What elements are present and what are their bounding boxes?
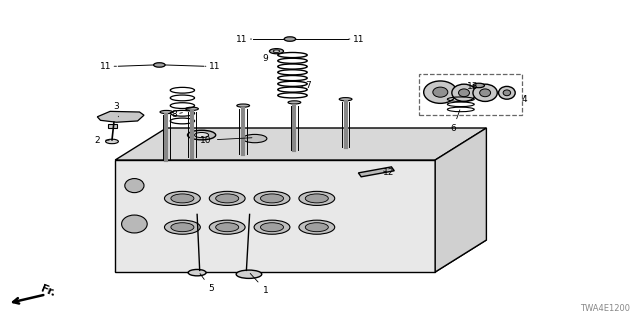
Ellipse shape	[209, 191, 245, 205]
Ellipse shape	[458, 89, 470, 97]
Ellipse shape	[254, 220, 290, 234]
Polygon shape	[115, 128, 486, 160]
Ellipse shape	[186, 107, 198, 110]
Text: 12: 12	[383, 168, 395, 177]
Text: 10: 10	[200, 136, 252, 145]
Ellipse shape	[305, 194, 328, 203]
Ellipse shape	[260, 223, 284, 232]
Text: 2: 2	[95, 136, 109, 145]
Text: 11: 11	[349, 35, 364, 44]
Ellipse shape	[171, 223, 194, 232]
Ellipse shape	[503, 90, 511, 96]
Ellipse shape	[195, 132, 209, 138]
Text: 1: 1	[250, 273, 268, 295]
Ellipse shape	[473, 84, 497, 101]
Ellipse shape	[154, 63, 165, 67]
Text: 3: 3	[114, 102, 119, 117]
Ellipse shape	[479, 89, 491, 97]
Ellipse shape	[305, 223, 328, 232]
Ellipse shape	[269, 49, 284, 54]
Ellipse shape	[216, 194, 239, 203]
Ellipse shape	[299, 220, 335, 234]
Ellipse shape	[160, 110, 173, 114]
Ellipse shape	[209, 220, 245, 234]
Text: 9: 9	[263, 53, 274, 63]
Text: 11: 11	[236, 35, 252, 44]
Polygon shape	[97, 111, 144, 122]
Polygon shape	[358, 167, 394, 177]
Ellipse shape	[433, 87, 448, 97]
Text: TWA4E1200: TWA4E1200	[580, 304, 630, 313]
Ellipse shape	[288, 101, 301, 104]
Text: 4: 4	[522, 95, 527, 104]
Text: 13: 13	[467, 82, 478, 91]
Ellipse shape	[237, 104, 250, 107]
Ellipse shape	[499, 86, 515, 99]
Ellipse shape	[164, 191, 200, 205]
Ellipse shape	[339, 98, 352, 101]
Ellipse shape	[188, 269, 206, 276]
Ellipse shape	[125, 179, 144, 193]
Ellipse shape	[284, 37, 296, 41]
Ellipse shape	[216, 223, 239, 232]
Text: 5: 5	[200, 274, 214, 293]
Ellipse shape	[243, 134, 267, 143]
Polygon shape	[115, 240, 486, 272]
Ellipse shape	[273, 50, 280, 52]
Text: 11: 11	[100, 62, 116, 71]
Text: 8: 8	[172, 110, 182, 119]
Ellipse shape	[164, 220, 200, 234]
Polygon shape	[115, 160, 435, 272]
Ellipse shape	[452, 84, 476, 101]
Text: 7: 7	[301, 81, 311, 90]
Text: Fr.: Fr.	[40, 284, 57, 298]
Ellipse shape	[424, 81, 457, 103]
Ellipse shape	[254, 191, 290, 205]
Ellipse shape	[473, 83, 484, 88]
Text: 11: 11	[205, 62, 220, 71]
Ellipse shape	[236, 270, 262, 278]
Polygon shape	[435, 128, 486, 272]
Ellipse shape	[171, 194, 194, 203]
Ellipse shape	[188, 130, 216, 140]
Ellipse shape	[260, 194, 284, 203]
Ellipse shape	[122, 215, 147, 233]
Bar	[419, 74, 522, 115]
Ellipse shape	[299, 191, 335, 205]
Text: 6: 6	[451, 110, 460, 133]
Bar	[108, 124, 117, 128]
Ellipse shape	[106, 139, 118, 144]
